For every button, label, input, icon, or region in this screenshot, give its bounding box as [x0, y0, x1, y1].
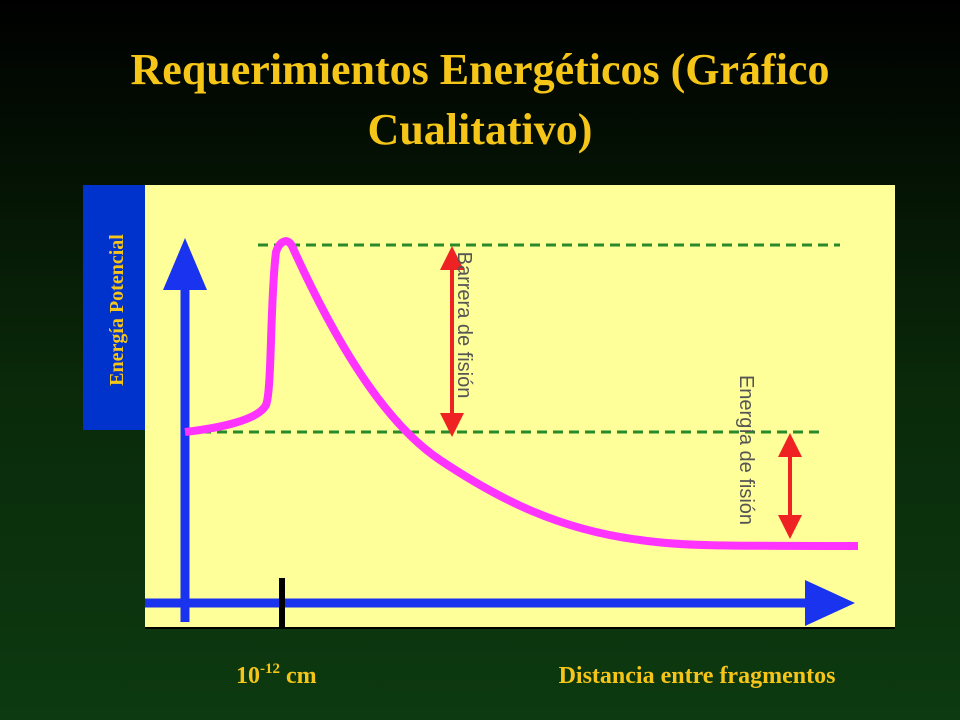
energy-label: Energía de fisión	[735, 375, 757, 525]
y-label-box	[83, 185, 145, 430]
barrier-label: Barrera de fisión	[453, 252, 475, 399]
x-marker-base: 10	[236, 663, 260, 689]
x-marker-label: 10-12 cm	[236, 661, 317, 689]
title-line: Cualitativo)	[368, 105, 593, 154]
x-marker-unit: cm	[286, 663, 317, 689]
plot-panel	[145, 185, 895, 628]
y-axis-head	[163, 238, 207, 290]
x-marker-exponent: -12	[260, 661, 280, 677]
x-axis-head	[805, 580, 855, 626]
potential-curve	[184, 237, 859, 550]
x-axis-label: Distancia entre fragmentos	[559, 663, 836, 689]
title-line: Requerimientos Energéticos (Gráfico	[131, 45, 830, 94]
y-axis-label: Energía Potencial	[106, 234, 128, 386]
